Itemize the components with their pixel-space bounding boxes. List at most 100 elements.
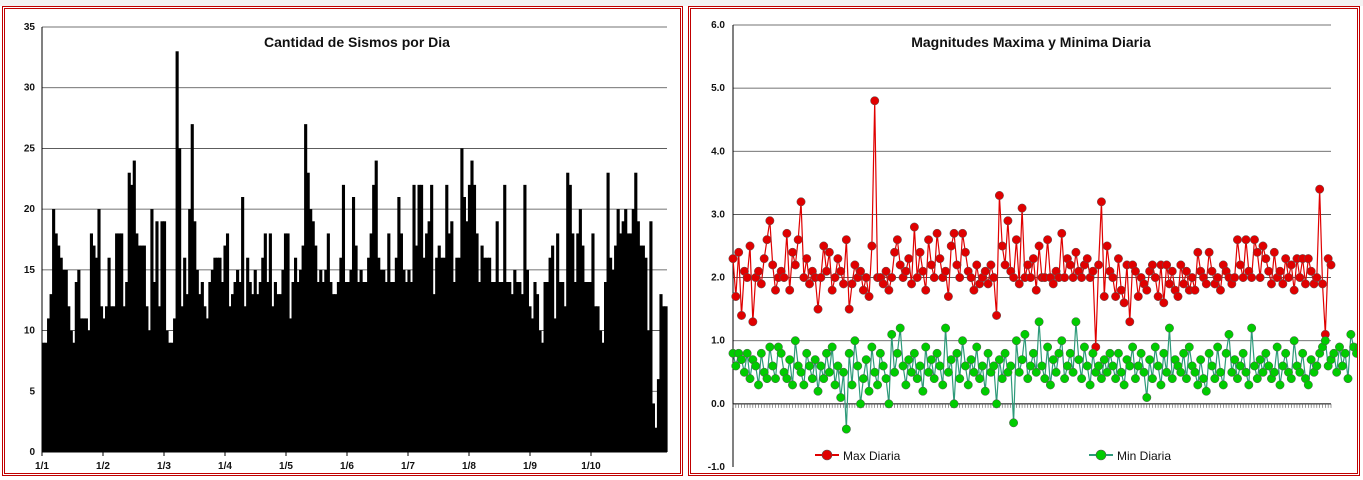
bar xyxy=(306,172,310,452)
data-point xyxy=(1165,279,1174,289)
bar xyxy=(336,282,340,452)
data-point xyxy=(884,399,894,409)
data-point xyxy=(901,266,911,276)
chart-panel-magnitudes: -1.0 0.0 1.0 2.0 3.0 4.0 5.0 6.0 Magnitudes Max… xyxy=(688,6,1360,476)
bar xyxy=(57,245,61,452)
data-point xyxy=(1281,348,1291,358)
bar xyxy=(354,245,358,452)
bar xyxy=(331,294,335,452)
bar xyxy=(601,342,605,452)
bar xyxy=(430,184,434,453)
data-point xyxy=(1040,374,1050,384)
data-point xyxy=(1176,260,1186,270)
bar xyxy=(238,282,242,452)
data-point xyxy=(977,361,987,371)
data-point xyxy=(943,367,953,377)
bar xyxy=(278,294,283,452)
data-point xyxy=(1184,342,1194,352)
data-point xyxy=(1233,235,1242,245)
data-point xyxy=(748,317,758,327)
data-point xyxy=(966,273,976,283)
data-point xyxy=(963,380,973,390)
bar xyxy=(47,318,51,452)
bar xyxy=(243,306,247,452)
data-point xyxy=(788,247,797,257)
data-point xyxy=(810,355,820,365)
data-point xyxy=(1241,235,1251,245)
bar xyxy=(377,257,381,452)
data-point xyxy=(864,292,874,301)
bar xyxy=(457,257,461,452)
data-point xyxy=(858,374,868,384)
data-point xyxy=(1238,348,1248,358)
bar xyxy=(165,330,169,452)
data-point xyxy=(1153,361,1163,371)
bar xyxy=(314,245,318,452)
bar xyxy=(578,209,582,452)
bar xyxy=(357,282,361,452)
data-point xyxy=(1150,273,1160,283)
bar xyxy=(477,282,482,452)
bar xyxy=(147,330,151,452)
data-point xyxy=(1216,367,1225,377)
data-point xyxy=(1165,323,1174,333)
data-point xyxy=(949,399,959,409)
bar xyxy=(651,403,655,452)
data-point xyxy=(921,285,931,295)
data-point xyxy=(895,323,905,333)
data-point xyxy=(1340,348,1350,358)
data-point xyxy=(1111,374,1121,384)
data-point xyxy=(994,191,1004,200)
data-point xyxy=(873,380,882,390)
data-point xyxy=(819,241,829,251)
data-point xyxy=(895,260,905,270)
data-point xyxy=(1233,374,1242,384)
data-point xyxy=(745,374,755,384)
y-tick-label: 2.0 xyxy=(711,273,725,284)
data-point xyxy=(1167,374,1177,384)
data-point xyxy=(1034,241,1044,251)
data-point xyxy=(1096,197,1106,207)
series xyxy=(728,96,1357,434)
bar xyxy=(654,427,658,452)
data-point xyxy=(904,254,914,264)
data-point xyxy=(969,367,979,377)
data-point xyxy=(1131,374,1140,384)
bar xyxy=(661,306,666,452)
data-point xyxy=(955,374,965,384)
data-point xyxy=(929,273,939,283)
data-point xyxy=(912,273,922,283)
data-point xyxy=(1224,329,1234,339)
data-point xyxy=(1108,361,1118,371)
data-point xyxy=(1267,279,1276,289)
bar xyxy=(145,306,149,452)
bar xyxy=(556,233,560,452)
bar xyxy=(188,209,192,452)
bar xyxy=(540,342,545,452)
x-tick-label: 1/5 xyxy=(279,461,293,472)
bar xyxy=(525,269,529,452)
data-point xyxy=(1247,323,1257,333)
data-point xyxy=(1074,355,1084,365)
data-point xyxy=(1125,317,1135,327)
data-point xyxy=(890,367,900,377)
data-point xyxy=(847,279,857,289)
bar xyxy=(236,269,240,452)
data-point xyxy=(1275,266,1285,276)
bar xyxy=(112,306,116,452)
bar xyxy=(125,282,129,452)
x-tick-label: 1/10 xyxy=(581,461,601,472)
bar xyxy=(276,294,280,452)
data-point xyxy=(762,235,772,245)
data-point xyxy=(932,348,942,358)
bar xyxy=(271,306,275,452)
data-point xyxy=(915,361,925,371)
y-tick-label: 15 xyxy=(24,265,36,276)
bar xyxy=(115,233,119,452)
data-point xyxy=(1258,241,1268,251)
bar xyxy=(344,282,348,452)
legend-min-marker xyxy=(1095,449,1107,461)
data-point xyxy=(1207,266,1217,276)
data-point xyxy=(1303,380,1313,390)
data-point xyxy=(989,361,999,371)
